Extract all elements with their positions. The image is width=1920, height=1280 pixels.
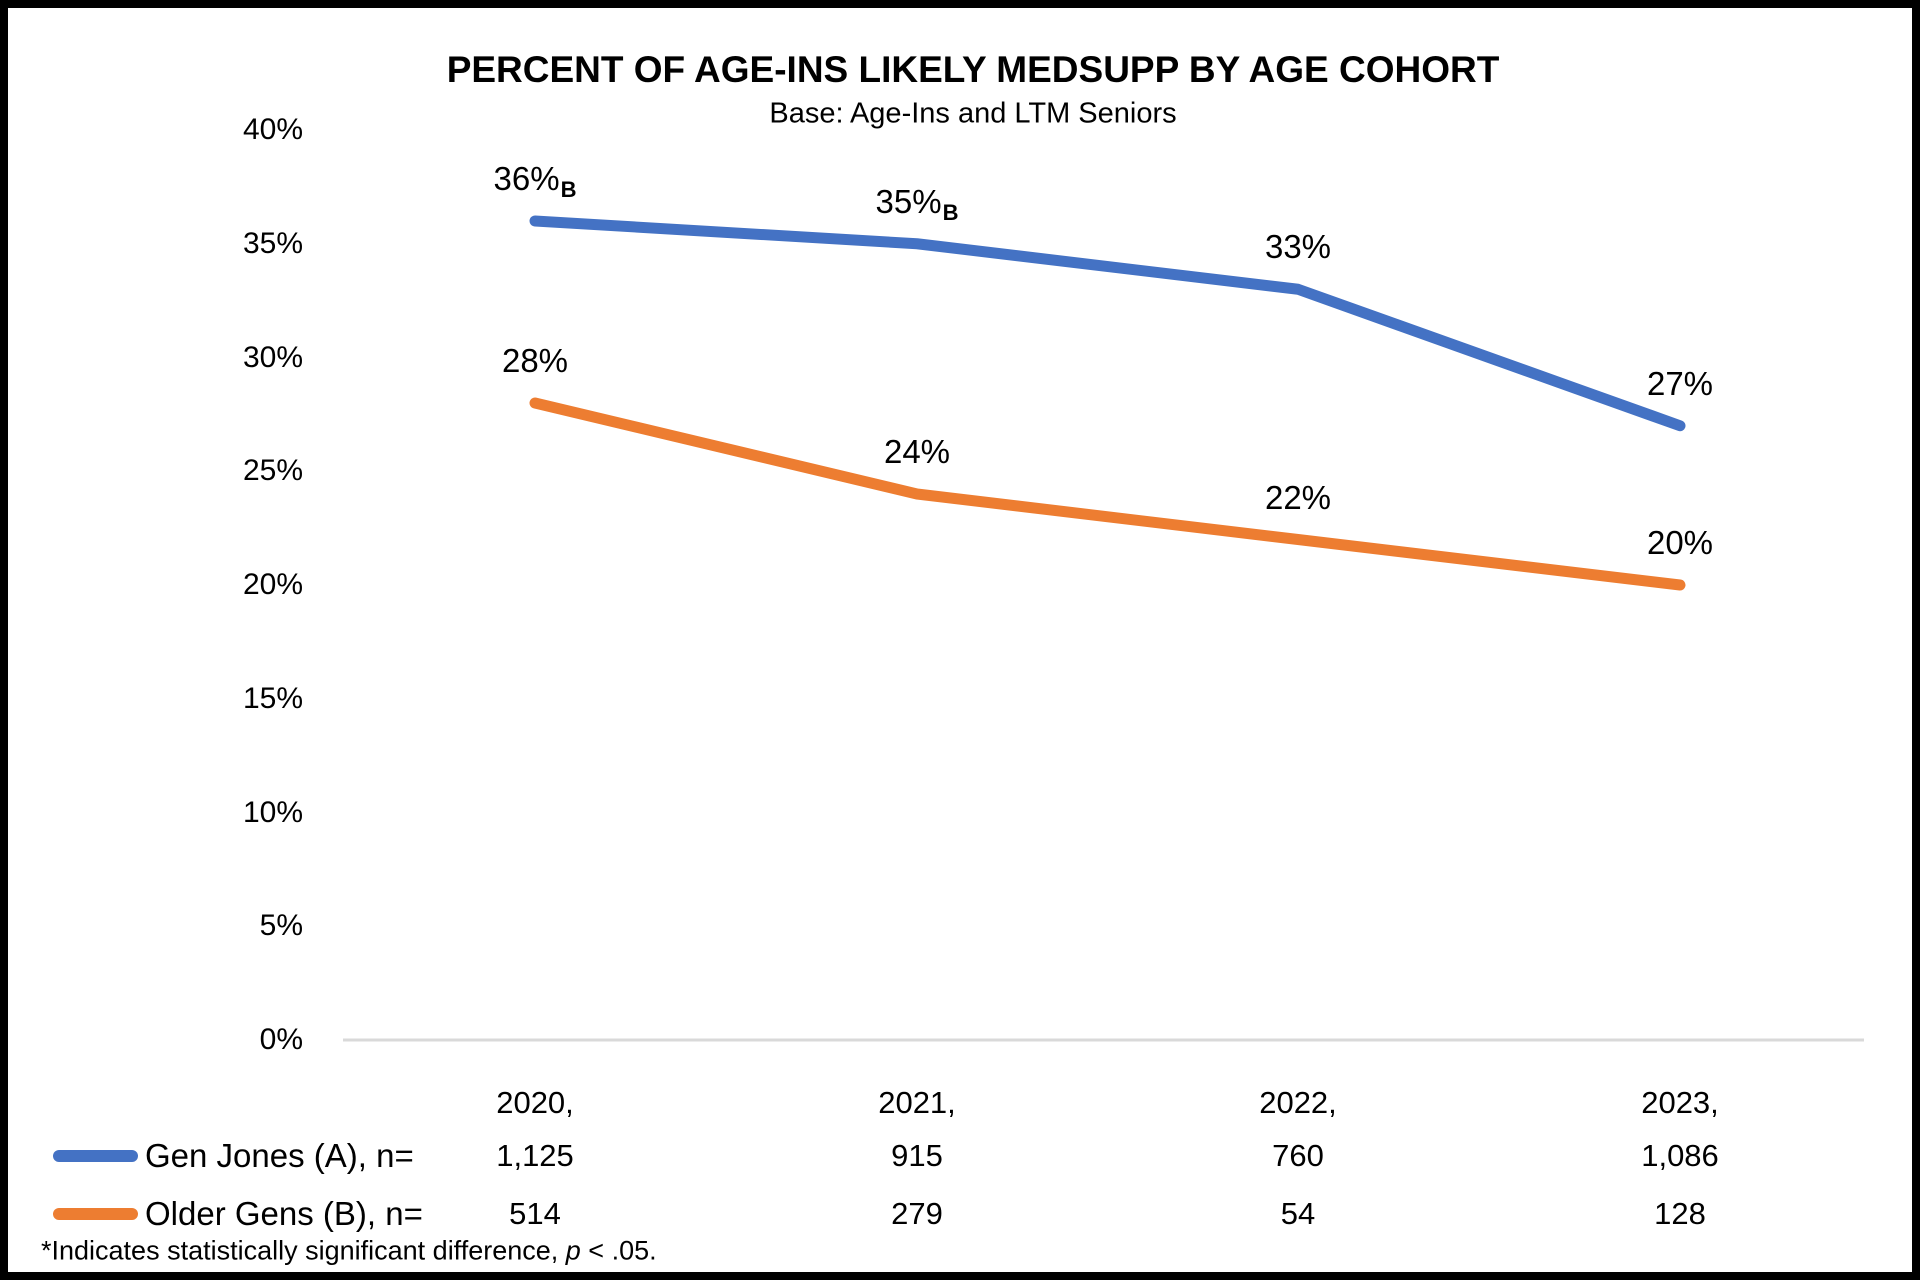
series-line-older-gens — [529, 397, 1686, 591]
data-label: 27% — [1647, 365, 1713, 403]
chart-subtitle: Base: Age-Ins and LTM Seniors — [769, 97, 1177, 130]
data-label-value: 28% — [501, 342, 569, 379]
footnote-text-after: < .05. — [580, 1235, 657, 1266]
data-label: 22% — [1265, 479, 1331, 517]
data-label: 24% — [884, 433, 950, 471]
legend-line-swatch — [53, 1150, 138, 1162]
data-label-value: 24% — [883, 433, 951, 470]
y-tick-label: 20% — [242, 568, 303, 601]
n-value: 1,086 — [1641, 1138, 1719, 1173]
data-label-value: 22% — [1264, 478, 1332, 516]
data-label-value: 35% — [875, 182, 942, 220]
data-label: 33% — [1265, 228, 1331, 266]
x-tick-label: 2020, — [496, 1085, 574, 1120]
series-line-gen-jones — [529, 215, 1686, 432]
n-value: 54 — [1280, 1196, 1316, 1231]
n-value: 1,125 — [496, 1138, 574, 1173]
n-value: 128 — [1654, 1196, 1706, 1231]
x-tick-label: 2021, — [878, 1085, 956, 1120]
n-value: 915 — [891, 1138, 943, 1173]
n-value: 514 — [509, 1196, 561, 1231]
y-tick-label: 25% — [242, 454, 303, 488]
y-tick-label: 40% — [242, 113, 303, 146]
y-tick-label: 0% — [259, 1023, 303, 1056]
data-label: 20% — [1647, 524, 1713, 562]
footnote-text: *Indicates statistically significant dif… — [41, 1235, 566, 1266]
n-value: 760 — [1272, 1138, 1324, 1173]
y-tick-label: 30% — [242, 340, 303, 374]
data-label: 36%B — [493, 160, 577, 202]
significance-subscript: B — [942, 199, 959, 225]
n-value: 279 — [891, 1196, 943, 1231]
footnote: *Indicates statistically significant dif… — [41, 1236, 657, 1267]
x-tick-label: 2022, — [1259, 1085, 1337, 1120]
y-tick-label: 10% — [242, 795, 303, 829]
data-label-value: 20% — [1646, 524, 1714, 561]
y-tick-label: 5% — [259, 909, 303, 943]
legend-row: Gen Jones (A), n= — [53, 1137, 414, 1175]
legend-series-label: Gen Jones (A), n= — [145, 1137, 414, 1174]
data-label-value: 27% — [1646, 364, 1714, 402]
legend-line-swatch — [53, 1208, 138, 1220]
legend-row: Older Gens (B), n= — [53, 1195, 423, 1233]
significance-subscript: B — [560, 177, 577, 202]
footnote-p-italic: p — [565, 1235, 581, 1266]
data-label-value: 33% — [1264, 228, 1332, 266]
data-label-value: 36% — [493, 160, 560, 197]
x-tick-label: 2023, — [1641, 1085, 1719, 1120]
plot-area — [343, 215, 1864, 1042]
data-label: 28% — [502, 342, 568, 380]
y-tick-label: 35% — [242, 226, 303, 260]
y-tick-label: 15% — [242, 681, 303, 715]
legend-series-label: Older Gens (B), n= — [145, 1195, 423, 1232]
chart-title: PERCENT OF AGE-INS LIKELY MEDSUPP BY AGE… — [446, 49, 1500, 90]
data-label: 35%B — [875, 182, 959, 225]
